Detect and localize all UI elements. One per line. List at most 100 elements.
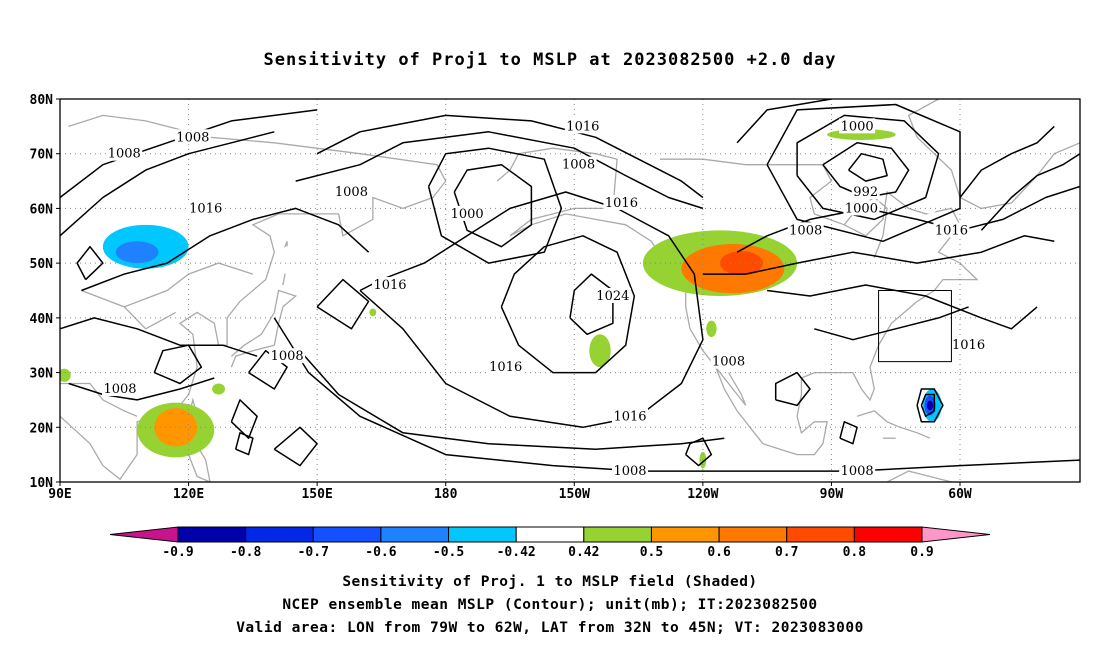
lat-tick-label: 50N [30,257,54,272]
isobar [796,114,940,221]
isobar [774,371,811,407]
colorbar: -0.9 -0.8 -0.7 -0.6 -0.5 -0.42 0.42 0.5 0.6 0.7 0.… [109,526,991,560]
colorbar-label: -0.9 [162,545,193,560]
isobar [68,377,215,401]
colorbar-label: -0.6 [365,545,396,560]
contour-label-bg [843,200,880,216]
isobar [359,191,704,429]
colorbar-label: 0.5 [640,545,663,560]
lon-tick-label: 120E [173,487,204,502]
lon-tick-label: 90W [820,487,844,502]
negative-sensitivity-area [919,181,941,214]
colorbar-segment [312,526,382,543]
positive-sensitivity-area [589,334,611,368]
colorbar-segment [786,526,855,543]
contour-label-bg [560,156,597,172]
isobar [60,109,318,199]
colorbar-label: 0.9 [910,545,933,560]
contour-label-bg [612,463,648,479]
isobar [153,344,203,385]
contour-label-bg [372,277,408,293]
colorbar-label: 0.8 [843,545,867,560]
colorbar-segment [853,526,923,543]
contour-label: 1016 [613,409,646,424]
lat-tick-label: 80N [30,93,54,108]
contour-label-bg [187,200,224,216]
negative-sensitivity-area [927,400,933,411]
isobar [427,147,563,264]
colorbar-segment [515,526,585,543]
valid-area-rectangle [878,290,952,363]
lat-tick-label: 70N [30,148,54,163]
contour-label: 1008 [562,158,595,173]
positive-sensitivity-area [60,368,71,382]
isobar [920,393,936,418]
colorbar-label: -0.7 [298,545,329,560]
contour-label-bg [787,222,824,238]
contour-label: 1016 [189,201,222,216]
colorbar-low-triangle [109,526,179,543]
colorbar-segment [718,526,788,543]
isobar [839,421,858,445]
contour-labels: 1008 1008 1016 1008 1016 1008 1008 1016 1008 1000… [102,118,987,479]
contour-label: 1008 [613,464,646,479]
isobar [500,235,636,374]
isobar [81,207,370,292]
isobar [60,131,275,237]
contour-label: 1016 [489,360,522,375]
lat-tick-label: 60N [30,202,54,217]
contour-label: 1000 [845,201,878,216]
isobar [685,437,713,467]
lat-tick-label: 20N [30,421,54,436]
coastline [81,262,254,308]
contour-label-bg [851,184,880,200]
contour-label: 1000 [451,207,484,222]
isobar [980,153,1080,231]
isobar [248,349,288,390]
coastline [187,397,211,482]
contour-label-bg [933,222,970,238]
colorbar-segment [245,526,314,543]
isobar [316,278,370,330]
contour-label: 1016 [605,196,638,211]
contour-label: 1016 [566,119,599,134]
coastline [856,410,931,439]
coastline [886,470,954,482]
contour-label-bg [269,348,306,364]
lon-tick-label: 150E [301,487,332,502]
isobar [234,432,254,456]
caption-line-1: Sensitivity of Proj. 1 to MSLP field (Sh… [342,574,758,590]
coastline [60,382,138,417]
contour-label-bg [449,205,486,221]
contour-label-bg [839,118,876,134]
contour-label-bg [174,129,211,145]
isobar [702,235,1055,275]
lat-tick-label: 10N [30,476,54,491]
colorbar-label: 0.7 [775,545,798,560]
colorbar-segment [177,526,247,543]
colorbar-high-triangle [921,526,991,543]
contour-label: 1008 [176,130,209,145]
mslp-contours [60,99,1080,472]
colorbar-label: -0.42 [497,545,536,560]
contour-label: 1024 [596,289,629,304]
negative-sensitivity-area [960,213,1029,269]
lon-tick-label: 120W [687,487,718,502]
chart-title: Sensitivity of Proj1 to MSLP at 20230825… [263,50,837,70]
contour-label: 1016 [373,278,406,293]
contour-label: 1016 [935,223,968,238]
coastline [496,147,979,456]
isobar [916,388,944,423]
lon-tick-label: 60W [948,487,972,502]
contour-label-bg [612,408,648,424]
contour-label-bg [564,118,601,134]
lon-tick-label: 180 [434,487,458,502]
isobar [822,142,910,199]
negative-sensitivity-area [274,245,318,276]
coastline [60,114,447,481]
contour-label: 1000 [841,119,874,134]
isobar [569,273,614,336]
contour-label: 992 [853,185,878,200]
